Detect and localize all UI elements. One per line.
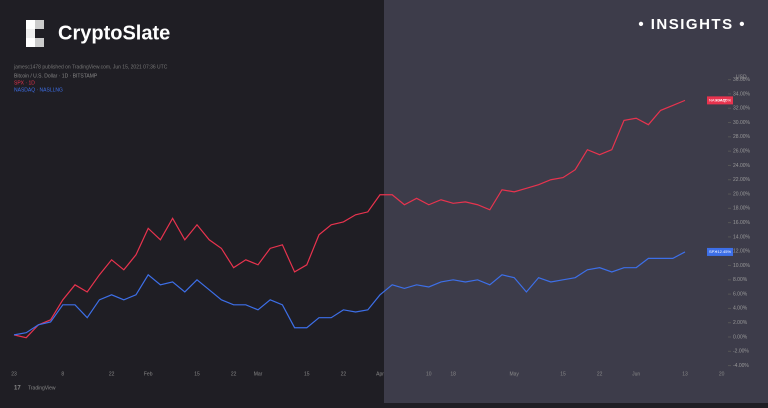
x-tick-label: 23	[11, 371, 17, 377]
y-tick-label: 26.00%	[733, 148, 751, 154]
y-tick-label: -4.00%	[733, 363, 749, 369]
brand: CryptoSlate	[58, 22, 170, 44]
byline: jamesc1478 published on TradingView.com,…	[13, 64, 168, 70]
series-line	[13, 99, 686, 339]
y-tick-label: 16.00%	[733, 220, 751, 226]
x-tick-label: 8	[61, 371, 64, 377]
series-tag-bg	[707, 247, 733, 256]
series-tag-value: +34.55%	[715, 97, 731, 102]
x-tick-label: 15	[560, 371, 566, 377]
right-panel	[384, 0, 768, 403]
left-panel	[0, 0, 384, 403]
y-tick-label: 12.00%	[733, 249, 751, 255]
y-tick-label: 24.00%	[733, 163, 751, 169]
y-tick-label: 0.00%	[733, 334, 748, 340]
legend-line: SPX · 1D	[14, 80, 35, 86]
series-tag-bg	[707, 96, 733, 105]
y-tick-label: 30.00%	[733, 120, 751, 126]
x-tick-label: 15	[304, 371, 310, 377]
y-tick-label: 32.00%	[733, 106, 751, 112]
y-tick-label: 36.00%	[733, 77, 751, 83]
y-tick-label: 14.00%	[733, 234, 751, 240]
y-tick-label: 10.00%	[733, 263, 751, 269]
x-tick-label: 22	[109, 371, 115, 377]
y-tick-label: 28.00%	[733, 134, 751, 140]
x-tick-label: 18	[450, 371, 456, 377]
footer-icon: 17	[14, 386, 21, 392]
x-tick-label: Feb	[144, 371, 153, 377]
series-tag-value: +12.45%	[715, 249, 731, 254]
x-tick-label: 13	[682, 371, 688, 377]
x-tick-label: 22	[597, 371, 603, 377]
x-tick-label: Jun	[632, 371, 640, 377]
x-tick-label: May	[509, 371, 519, 377]
y-tick-label: 2.00%	[733, 320, 748, 326]
y-tick-label: -2.00%	[733, 349, 749, 355]
y-unit: USD	[736, 74, 747, 80]
x-tick-label: 22	[231, 371, 237, 377]
footer: TradingView	[28, 385, 56, 391]
x-tick-label: Apr	[376, 371, 384, 377]
legend-line: Bitcoin / U.S. Dollar · 1D · BITSTAMP	[14, 73, 98, 79]
y-tick-label: 34.00%	[733, 91, 751, 97]
x-tick-label: 15	[194, 371, 200, 377]
legend-line: NASDAQ · NASLLNG	[14, 87, 63, 93]
y-tick-label: 22.00%	[733, 177, 751, 183]
logo	[26, 20, 44, 47]
x-tick-label: 10	[426, 371, 432, 377]
y-tick-label: 4.00%	[733, 306, 748, 312]
series-tag-name: SPX	[709, 249, 717, 254]
badge: • INSIGHTS •	[638, 16, 746, 33]
series-line	[13, 251, 686, 336]
x-tick-label: 20	[719, 371, 725, 377]
y-tick-label: 18.00%	[733, 206, 751, 212]
x-tick-label: 22	[341, 371, 347, 377]
y-tick-label: 6.00%	[733, 291, 748, 297]
x-tick-label: Mar	[254, 371, 263, 377]
y-tick-label: 20.00%	[733, 191, 751, 197]
y-tick-label: 8.00%	[733, 277, 748, 283]
series-tag-name: NASDAQ	[709, 97, 726, 102]
